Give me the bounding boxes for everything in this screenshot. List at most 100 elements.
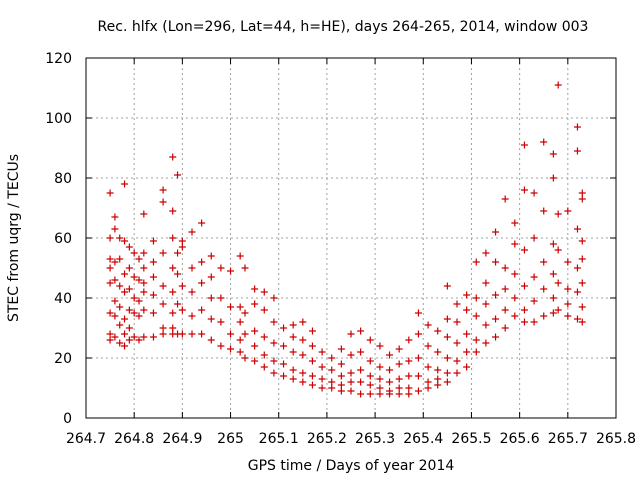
data-point xyxy=(308,357,316,365)
data-point xyxy=(337,387,345,395)
data-point xyxy=(178,243,186,251)
data-point xyxy=(424,321,432,329)
data-point xyxy=(159,249,167,257)
data-point xyxy=(573,264,581,272)
data-point xyxy=(554,210,562,218)
data-point xyxy=(149,291,157,299)
data-point xyxy=(125,264,133,272)
data-point xyxy=(540,285,548,293)
x-tick-label: 265.5 xyxy=(451,431,491,447)
data-point xyxy=(106,264,114,272)
data-point xyxy=(573,225,581,233)
data-point xyxy=(140,288,148,296)
data-point xyxy=(299,336,307,344)
data-point xyxy=(159,330,167,338)
data-point xyxy=(289,348,297,356)
data-point xyxy=(434,327,442,335)
data-point xyxy=(520,282,528,290)
data-point xyxy=(121,342,129,350)
data-point xyxy=(414,330,422,338)
data-point xyxy=(241,354,249,362)
data-point xyxy=(511,294,519,302)
data-point xyxy=(511,270,519,278)
data-point xyxy=(130,333,138,341)
y-tick-label: 80 xyxy=(54,171,72,187)
data-point xyxy=(135,255,143,263)
data-point xyxy=(178,237,186,245)
data-point xyxy=(236,303,244,311)
data-point xyxy=(280,360,288,368)
data-point xyxy=(135,336,143,344)
data-point xyxy=(540,138,548,146)
data-point xyxy=(366,357,374,365)
data-point xyxy=(443,282,451,290)
data-point xyxy=(280,372,288,380)
data-point xyxy=(217,318,225,326)
data-point xyxy=(501,285,509,293)
data-point xyxy=(188,264,196,272)
data-point xyxy=(135,276,143,284)
data-point xyxy=(217,342,225,350)
data-point xyxy=(260,306,268,314)
data-point xyxy=(386,378,394,386)
y-tick-label: 20 xyxy=(54,351,72,367)
data-point xyxy=(520,318,528,326)
data-point xyxy=(116,303,124,311)
data-point xyxy=(395,345,403,353)
data-point xyxy=(169,234,177,242)
data-point xyxy=(337,345,345,353)
data-point xyxy=(169,264,177,272)
data-point xyxy=(549,240,557,248)
data-point xyxy=(149,333,157,341)
data-point xyxy=(236,336,244,344)
data-point xyxy=(159,282,167,290)
data-point xyxy=(198,258,206,266)
data-point xyxy=(289,366,297,374)
data-point xyxy=(554,279,562,287)
data-point xyxy=(424,363,432,371)
data-point xyxy=(540,258,548,266)
data-point xyxy=(140,279,148,287)
data-point xyxy=(299,351,307,359)
data-point xyxy=(116,321,124,329)
data-point xyxy=(472,348,480,356)
data-point xyxy=(299,378,307,386)
data-point xyxy=(159,324,167,332)
data-point xyxy=(405,390,413,398)
data-point xyxy=(578,255,586,263)
data-point xyxy=(578,303,586,311)
data-point xyxy=(482,249,490,257)
data-point xyxy=(169,324,177,332)
data-point xyxy=(116,234,124,242)
data-point xyxy=(135,297,143,305)
data-point xyxy=(149,273,157,281)
data-point xyxy=(188,228,196,236)
data-point xyxy=(434,366,442,374)
data-point xyxy=(366,336,374,344)
data-point xyxy=(188,312,196,320)
data-point xyxy=(289,333,297,341)
data-point xyxy=(540,312,548,320)
data-point xyxy=(573,123,581,131)
data-point xyxy=(178,306,186,314)
data-point xyxy=(549,294,557,302)
data-points xyxy=(106,81,586,398)
data-point xyxy=(453,339,461,347)
data-point xyxy=(511,240,519,248)
data-point xyxy=(520,141,528,149)
data-point xyxy=(207,315,215,323)
data-point xyxy=(121,330,129,338)
data-point xyxy=(492,228,500,236)
data-point xyxy=(386,351,394,359)
data-point xyxy=(140,333,148,341)
data-point xyxy=(270,294,278,302)
data-point xyxy=(125,285,133,293)
y-tick-label: 100 xyxy=(45,111,72,127)
data-point xyxy=(106,255,114,263)
x-axis-label: GPS time / Days of year 2014 xyxy=(248,458,455,474)
data-point xyxy=(337,372,345,380)
data-point xyxy=(511,312,519,320)
data-point xyxy=(482,321,490,329)
x-tick-label: 265.3 xyxy=(355,431,395,447)
